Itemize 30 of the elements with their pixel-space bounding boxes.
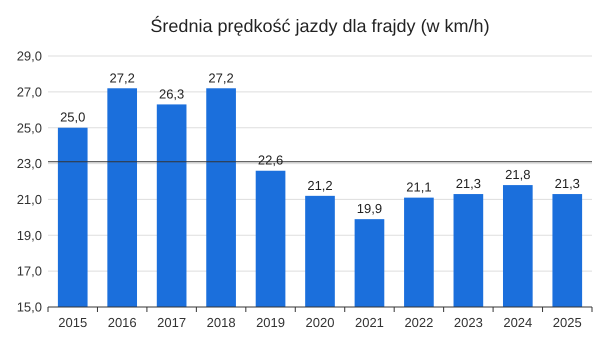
x-tick-label: 2024: [503, 315, 532, 330]
data-label: 21,2: [307, 178, 333, 193]
y-tick-label: 29,0: [16, 48, 42, 64]
y-tick-label: 21,0: [16, 192, 42, 207]
x-tick-label: 2015: [58, 315, 88, 330]
x-tick-label: 2018: [206, 315, 236, 330]
data-label: 21,3: [554, 176, 580, 192]
chart-title: Średnia prędkość jazdy dla frajdy (w km/h): [150, 15, 490, 36]
data-label: 25,0: [60, 110, 86, 125]
data-label: 21,3: [456, 176, 482, 192]
y-tick-label: 19,0: [16, 228, 42, 243]
data-label: 21,1: [406, 180, 432, 195]
x-tick-label: 2023: [454, 315, 483, 330]
data-label: 21,8: [505, 167, 530, 182]
x-tick-label: 2019: [256, 315, 286, 330]
y-tick-label: 17,0: [16, 264, 42, 279]
y-tick-label: 15,0: [16, 300, 42, 315]
x-tick-label: 2021: [354, 315, 384, 330]
x-tick-label: 2017: [157, 315, 186, 330]
x-tick-label: 2020: [306, 315, 334, 330]
data-label: 27,2: [110, 70, 135, 86]
data-label: 19,9: [356, 201, 382, 216]
y-tick-label: 23,0: [16, 156, 42, 172]
data-label: 27,2: [208, 70, 234, 86]
data-label: 26,3: [158, 86, 184, 102]
x-tick-label: 2025: [552, 315, 582, 330]
y-tick-label: 27,0: [16, 84, 42, 100]
x-tick-label: 2016: [108, 315, 137, 330]
x-tick-label: 2022: [404, 315, 434, 330]
y-tick-label: 25,0: [16, 120, 42, 136]
